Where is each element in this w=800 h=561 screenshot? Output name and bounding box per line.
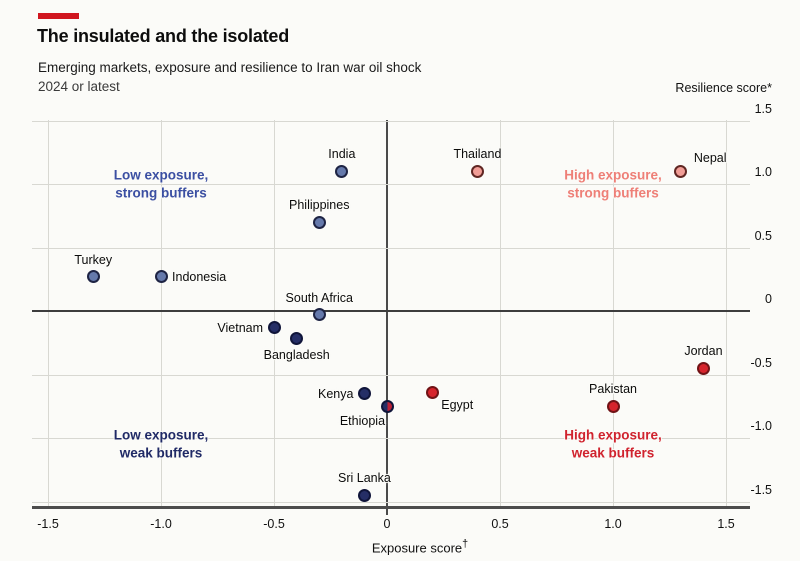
data-point-bangladesh (290, 332, 304, 346)
chart-title: The insulated and the isolated (37, 26, 290, 46)
x-tick-label: 0.5 (491, 517, 509, 531)
x-tick-label: 1.5 (717, 517, 735, 531)
y-gridline (32, 374, 750, 376)
data-point-vietnam (267, 321, 281, 335)
scatter-plot: -1.5 -1.0 -0.5 0 0.5 1.0 1.5 1.5 1.0 0.5 0 -0.5 -1.0… (32, 102, 772, 531)
y-gridline (32, 438, 750, 440)
x-tick-label: -0.5 (263, 517, 285, 531)
y-tick-label: -1.0 (750, 419, 772, 434)
quadrant-label-line: strong buffers (567, 185, 659, 200)
data-point-label: Nepal (693, 151, 727, 166)
data-point-india (335, 164, 349, 178)
quadrant-label: High exposure, strong buffers (564, 167, 662, 202)
x-axis-title-text: Exposure score (371, 540, 463, 556)
y-gridline (32, 120, 750, 122)
data-point-label: Vietnam (217, 320, 264, 335)
accent-bar (38, 13, 79, 19)
quadrant-label-line: High exposure, (564, 167, 662, 183)
data-point-label: Jordan (684, 344, 723, 359)
x-tick-label: -1.5 (37, 517, 59, 531)
chart-dateline: 2024 or latest (38, 79, 120, 94)
y-axis-title: Resilience score* (675, 81, 772, 95)
quadrant-label-line: Low exposure, (113, 167, 209, 183)
data-point-pakistan (606, 399, 620, 413)
data-point-label: Sri Lanka (338, 471, 391, 486)
data-point-label: Turkey (74, 252, 113, 267)
data-point-thailand (470, 164, 484, 178)
data-point-label: Egypt (441, 398, 474, 413)
quadrant-label-line: High exposure, (564, 427, 662, 443)
x-axis-title-dagger: † (462, 538, 469, 550)
chart-subtitle: Emerging markets, exposure and resilienc… (38, 60, 422, 75)
x-tick-label: 0 (383, 517, 391, 531)
x-gridline (48, 120, 50, 508)
y-gridline (32, 247, 750, 249)
data-point-philippines (312, 215, 326, 229)
x-axis-title: Exposure score† (372, 538, 468, 555)
y-tick-label: 0 (765, 292, 772, 306)
x-tick-label: -1.0 (150, 517, 172, 531)
y-zero-line (32, 310, 750, 312)
y-tick-label: 1.0 (754, 165, 772, 179)
data-point-label: Pakistan (589, 382, 638, 397)
y-tick-label: 1.5 (754, 101, 772, 116)
data-point-sri-lanka (357, 488, 371, 502)
x-gridline (274, 120, 276, 508)
quadrant-label-line: weak buffers (119, 445, 203, 461)
x-zero-line (386, 120, 389, 515)
data-point-label: Thailand (453, 147, 502, 162)
data-point-label: Philippines (289, 198, 350, 213)
data-point-label: India (328, 147, 356, 162)
x-tick-label: 1.0 (604, 517, 622, 531)
quadrant-label: High exposure, weak buffers (564, 427, 662, 462)
y-tick-label: -0.5 (750, 355, 772, 370)
y-tick-label: -1.5 (750, 482, 772, 497)
data-point-label: Bangladesh (263, 347, 330, 362)
x-gridline (613, 120, 615, 508)
data-point-label: Ethiopia (339, 414, 386, 429)
data-point-label: Kenya (317, 386, 354, 401)
data-point-label: Indonesia (172, 269, 227, 284)
data-point-ethiopia (380, 399, 394, 413)
quadrant-label: Low exposure, strong buffers (114, 167, 209, 202)
data-point-south-africa (312, 308, 326, 322)
x-gridline (500, 120, 502, 508)
y-gridline (32, 184, 750, 185)
data-point-nepal (674, 164, 688, 178)
quadrant-label-line: weak buffers (571, 445, 655, 461)
x-axis-line (32, 506, 750, 509)
data-point-indonesia (154, 270, 168, 284)
data-point-kenya (357, 387, 371, 401)
quadrant-label-line: Low exposure, (113, 427, 209, 443)
y-gridline (32, 501, 750, 503)
quadrant-label: Low exposure, weak buffers (114, 427, 209, 462)
x-gridline (161, 120, 163, 508)
x-gridline (726, 120, 728, 508)
data-point-label: South Africa (285, 290, 353, 305)
y-tick-label: 0.5 (754, 228, 772, 243)
data-point-egypt (425, 385, 439, 399)
data-point-jordan (696, 361, 710, 375)
quadrant-label-line: strong buffers (115, 185, 207, 200)
data-point-turkey (86, 270, 100, 284)
